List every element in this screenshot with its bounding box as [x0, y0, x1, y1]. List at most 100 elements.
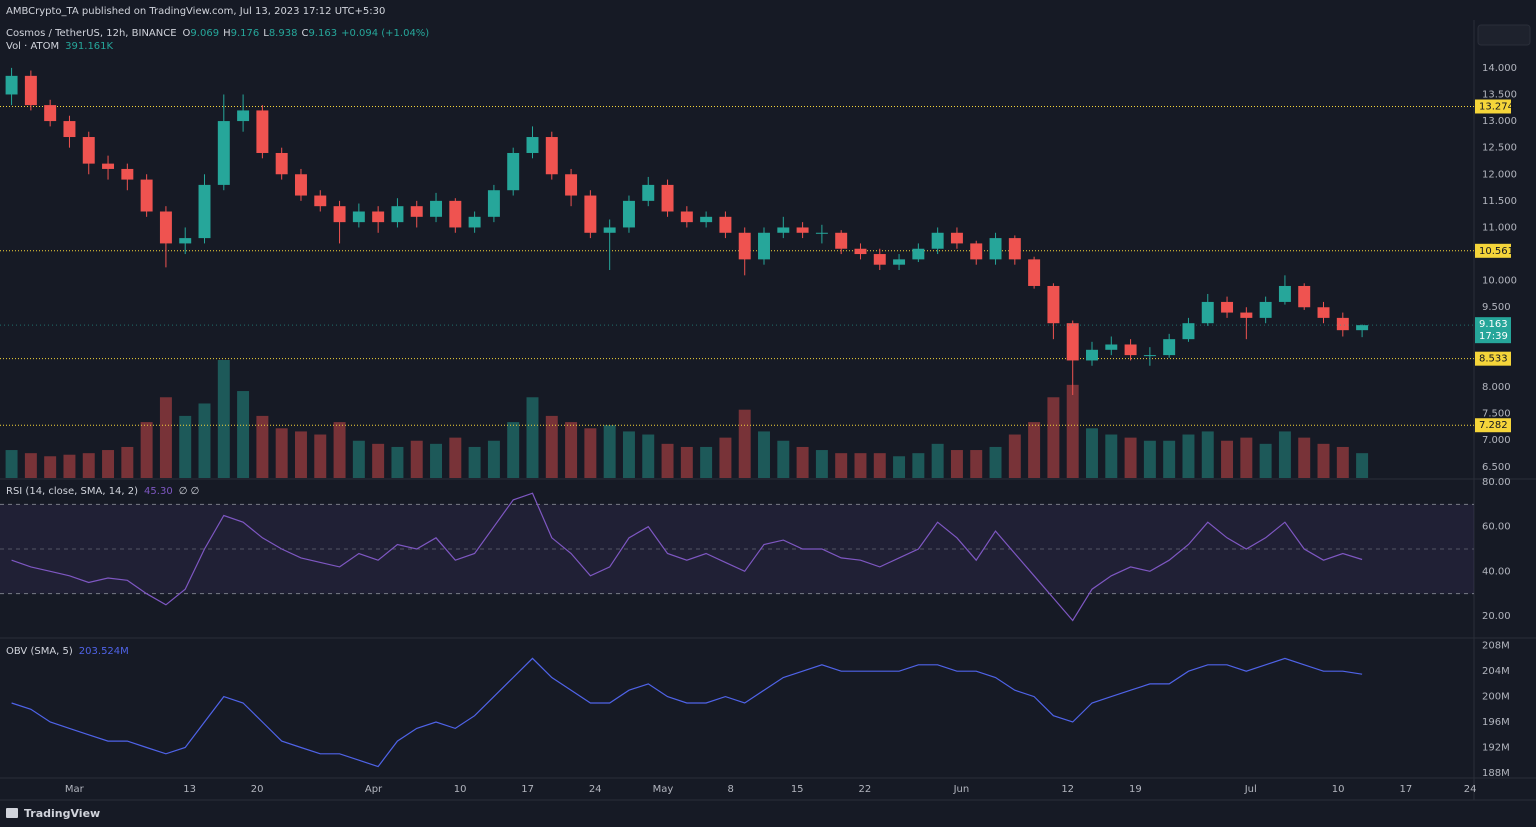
- candle-body: [854, 248, 867, 255]
- level-tag: [1475, 243, 1511, 258]
- candle-body: [1356, 325, 1369, 331]
- ohlc-key: H: [223, 28, 231, 39]
- volume-bar: [468, 446, 481, 478]
- candle-body: [1201, 301, 1214, 324]
- brand: TradingView: [24, 807, 100, 820]
- volume-bar: [565, 422, 578, 478]
- indicator-extra: ∅ ∅: [179, 486, 200, 497]
- level-tag: [1475, 351, 1511, 366]
- candle-body: [1163, 339, 1176, 356]
- volume-bar: [275, 428, 288, 478]
- x-tick-label: 17: [1400, 784, 1413, 795]
- y-tick-label: 20.00: [1482, 611, 1511, 622]
- candle-body: [449, 200, 462, 228]
- scale-button[interactable]: [1477, 24, 1531, 46]
- last-price-label: 9.163: [1479, 319, 1508, 330]
- y-tick-label: 7.000: [1482, 435, 1511, 446]
- y-tick-label: 6.500: [1482, 462, 1511, 473]
- candle-body: [758, 232, 770, 260]
- ohlc-key: O: [183, 28, 191, 39]
- volume-bar: [912, 453, 925, 478]
- volume-bar: [1182, 434, 1195, 478]
- candle-body: [989, 238, 1002, 260]
- candle-body: [950, 232, 963, 244]
- level-label: 13.274: [1479, 101, 1514, 112]
- volume-bar: [1356, 453, 1369, 478]
- volume-bar: [545, 415, 558, 478]
- volume-bar: [487, 440, 500, 478]
- candle-body: [719, 216, 732, 233]
- x-tick-label: Mar: [65, 784, 85, 795]
- volume-bar: [179, 415, 192, 478]
- indicator-legend: OBV (SMA, 5) 203.524M: [6, 646, 129, 657]
- candle-body: [1028, 259, 1041, 286]
- y-tick-label: 11.500: [1482, 196, 1517, 207]
- candle-body: [24, 75, 37, 106]
- candle-body: [352, 211, 365, 223]
- volume-bar: [237, 391, 250, 478]
- volume-bar: [758, 431, 770, 478]
- volume-bar: [815, 450, 828, 478]
- candle-body: [275, 152, 288, 175]
- volume-bar: [24, 453, 37, 478]
- volume-bar: [391, 446, 404, 478]
- volume-bar: [1008, 434, 1021, 478]
- candle-body: [1182, 323, 1195, 340]
- candle-body: [622, 200, 635, 228]
- volume-bar: [63, 454, 76, 478]
- volume-bar: [217, 360, 230, 478]
- candle-body: [815, 232, 828, 234]
- candle-body: [1259, 301, 1272, 318]
- candle-body: [1221, 301, 1234, 313]
- candle-body: [700, 216, 713, 223]
- y-tick-label: 11.000: [1482, 222, 1517, 233]
- indicator-title: RSI (14, close, SMA, 14, 2): [6, 486, 138, 497]
- x-tick-label: 24: [589, 784, 602, 795]
- candle-body: [430, 200, 443, 217]
- ohlc-key: C: [301, 28, 308, 39]
- candle-body: [237, 110, 250, 122]
- volume-bar: [970, 450, 983, 478]
- y-tick-label: 208M: [1482, 641, 1510, 652]
- ohlc-key: L: [263, 28, 269, 39]
- candle-body: [642, 184, 655, 201]
- candle-body: [294, 174, 307, 196]
- candle-body: [1298, 285, 1311, 308]
- candle-body: [179, 238, 192, 244]
- candle-body: [82, 137, 95, 164]
- y-tick-label: 196M: [1482, 717, 1510, 728]
- volume-bar: [603, 425, 616, 478]
- candle-body: [5, 75, 18, 95]
- candle-body: [159, 211, 172, 244]
- level-tag: [1475, 418, 1511, 433]
- y-tick-label: 200M: [1482, 692, 1510, 703]
- candle-body: [198, 184, 211, 239]
- candle-body: [256, 110, 269, 153]
- candle-body: [140, 179, 153, 212]
- level-label: 8.533: [1479, 354, 1508, 365]
- indicator-value: 45.30: [144, 486, 173, 497]
- volume-bar: [507, 422, 520, 478]
- candle-body: [217, 121, 230, 185]
- symbol-title: Cosmos / TetherUS, 12h, BINANCE: [6, 28, 177, 39]
- candle-body: [391, 206, 404, 223]
- volume-bar: [854, 453, 867, 478]
- publisher: AMBCrypto_TA published on TradingView.co…: [6, 6, 385, 17]
- candle-body: [102, 163, 115, 169]
- candle-body: [526, 137, 539, 153]
- x-tick-label: May: [653, 784, 674, 795]
- candle-body: [796, 227, 809, 233]
- volume-bar: [1028, 422, 1041, 478]
- candle-body: [63, 121, 76, 138]
- footer-logo: [6, 808, 18, 818]
- level-label: 7.282: [1479, 420, 1508, 431]
- volume-bar: [44, 456, 57, 478]
- volume-bar: [1298, 437, 1311, 478]
- candle-body: [873, 254, 886, 265]
- x-tick-label: 15: [791, 784, 804, 795]
- candle-body: [738, 232, 751, 260]
- volume-bar: [256, 415, 269, 478]
- ohlc-value: 9.163: [308, 28, 337, 39]
